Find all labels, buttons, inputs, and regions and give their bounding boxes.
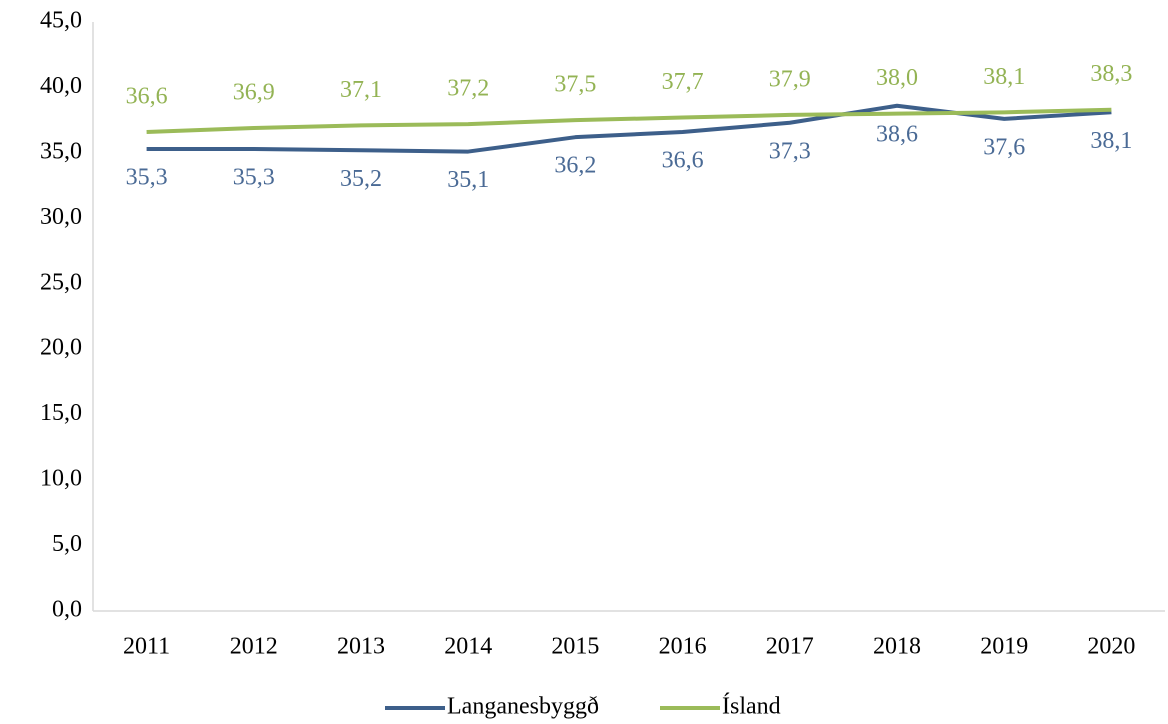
y-tick-label: 0,0 — [52, 597, 82, 623]
x-tick-label: 2014 — [444, 634, 492, 660]
data-label: 35,2 — [340, 166, 382, 192]
y-tick-label: 10,0 — [40, 466, 82, 492]
x-tick-label: 2013 — [337, 634, 385, 660]
y-tick-label: 25,0 — [40, 269, 82, 295]
x-tick-label: 2016 — [659, 634, 707, 660]
data-label: 38,0 — [876, 65, 918, 91]
x-tick-label: 2019 — [980, 634, 1028, 660]
data-label: 35,3 — [233, 164, 275, 190]
data-label: 38,1 — [983, 64, 1025, 90]
legend-label: Ísland — [722, 694, 781, 720]
x-tick-label: 2018 — [873, 634, 921, 660]
x-tick-label: 2015 — [551, 634, 599, 660]
data-label: 35,1 — [447, 167, 489, 193]
y-tick-label: 5,0 — [52, 531, 82, 557]
legend-label: Langanesbyggð — [447, 694, 599, 720]
x-tick-label: 2020 — [1087, 634, 1135, 660]
y-tick-label: 20,0 — [40, 335, 82, 361]
y-tick-label: 45,0 — [40, 8, 82, 34]
data-label: 37,2 — [447, 76, 489, 102]
data-label: 36,9 — [233, 80, 275, 106]
data-label: 37,3 — [769, 138, 811, 164]
y-tick-label: 30,0 — [40, 204, 82, 230]
data-label: 38,1 — [1090, 128, 1132, 154]
data-label: 36,6 — [662, 147, 704, 173]
x-tick-label: 2011 — [123, 634, 170, 660]
data-label: 36,2 — [554, 153, 596, 179]
data-label: 38,6 — [876, 121, 918, 147]
data-label: 37,1 — [340, 77, 382, 103]
x-tick-label: 2017 — [766, 634, 814, 660]
series-line — [146, 107, 1112, 134]
data-label: 38,3 — [1090, 61, 1132, 87]
data-label: 36,6 — [126, 83, 168, 109]
data-label: 35,3 — [126, 164, 168, 190]
data-label: 37,5 — [554, 72, 596, 98]
x-tick-label: 2012 — [230, 634, 278, 660]
y-tick-label: 40,0 — [40, 73, 82, 99]
y-tick-label: 15,0 — [40, 400, 82, 426]
data-label: 37,9 — [769, 66, 811, 92]
data-label: 37,6 — [983, 134, 1025, 160]
data-label: 37,7 — [662, 69, 704, 95]
y-tick-label: 35,0 — [40, 138, 82, 164]
